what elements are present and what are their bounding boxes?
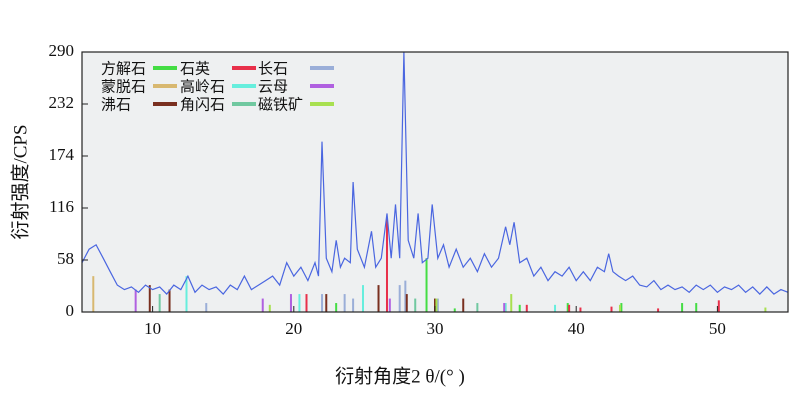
pattern-line — [81, 51, 789, 296]
legend-label: 高岭石 — [180, 78, 225, 95]
plot-area — [82, 52, 788, 312]
x-tick-label: 30 — [427, 319, 444, 338]
x-tick-label: 50 — [709, 319, 726, 338]
legend-label: 长石 — [258, 60, 288, 77]
legend-label: 云母 — [258, 78, 288, 95]
y-tick-label: 58 — [57, 249, 74, 268]
legend-label: 角闪石 — [180, 96, 225, 113]
x-axis-label: 衍射角度2 θ/(° ) — [335, 365, 465, 387]
x-tick-label: 20 — [285, 319, 302, 338]
legend-label: 蒙脱石 — [101, 78, 146, 95]
legend-label: 磁铁矿 — [258, 96, 303, 113]
x-tick-label: 40 — [568, 319, 585, 338]
legend-label: 沸石 — [101, 96, 131, 113]
marks — [81, 51, 789, 312]
y-tick-label: 0 — [66, 301, 75, 320]
legend-label: 石英 — [180, 59, 210, 77]
legend-label: 方解石 — [101, 60, 146, 77]
y-tick-label: 290 — [49, 41, 75, 60]
y-tick-label: 116 — [49, 197, 74, 216]
x-tick-label: 10 — [144, 319, 161, 338]
y-tick-label: 232 — [49, 93, 75, 112]
y-axis-label: 衍射强度/CPS — [9, 124, 31, 239]
y-tick-label: 174 — [49, 145, 75, 164]
